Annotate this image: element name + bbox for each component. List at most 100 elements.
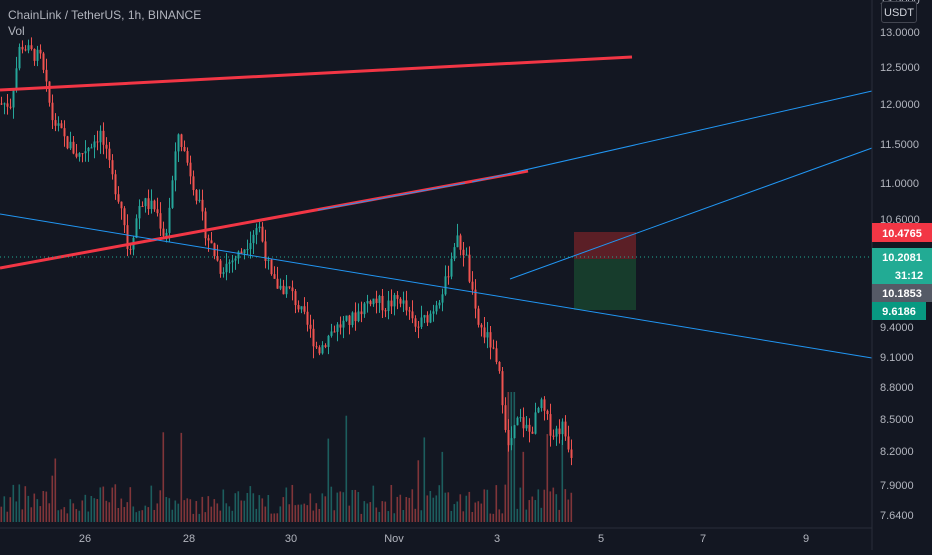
volume-bar [465,495,468,522]
volume-bar [384,501,387,522]
blue-descending-line[interactable] [0,213,873,359]
volume-bar [558,509,561,522]
volume-bar [462,511,465,522]
time-tick: Nov [384,533,404,545]
candle-body [207,238,210,241]
volume-bar [195,501,198,522]
time-axis[interactable]: 26 28 30 Nov 3 5 7 9 [79,533,809,545]
candle-body [135,218,138,238]
candle-body [156,209,159,214]
stop-loss-price: 10.4765 [882,228,922,240]
candle-body [186,151,189,163]
candle-body [477,308,480,325]
candle-body [24,49,27,51]
volume-bar [516,508,519,522]
volume-bar [441,451,444,522]
take-profit-zone[interactable] [574,259,636,310]
volume-bar [510,392,513,522]
volume-bar [483,489,486,522]
volume-bar [336,492,339,522]
volume-bar [351,490,354,522]
candle-body [27,45,30,51]
currency-button[interactable]: USDT [881,1,917,23]
volume-bar [207,496,210,522]
candle-body [348,315,351,325]
candle-body [543,399,546,411]
entry-price: 10.1853 [882,288,922,300]
volume-bar [267,494,270,522]
candle-body [549,414,552,436]
candle-body [183,146,186,152]
volume-bar [171,509,174,522]
blue-channel-upper[interactable] [471,90,873,183]
volume-bar [327,438,330,522]
candle-body [270,259,273,275]
volume-bar [120,498,123,522]
candle-body [177,134,180,152]
candle-body [501,371,504,406]
candle-body [54,120,57,126]
candle-body [531,431,534,434]
volume-bar [432,497,435,522]
volume-bar [162,432,165,522]
volume-bar [528,500,531,522]
volume-bar [99,487,102,522]
volume-bar [339,491,342,522]
candle-body [495,348,498,362]
volume-bar [51,475,54,522]
candle-body [516,417,519,426]
blue-channel-lower[interactable] [509,147,873,280]
volume-bar [150,485,153,522]
volume-bar [435,495,438,522]
candle-body [102,130,105,145]
volume-bar [249,486,252,522]
candle-body [261,226,264,242]
candle-body [333,331,336,333]
volume-bar [21,509,24,522]
volume-bar [318,508,321,522]
volume-bar [552,487,555,522]
volume-bar [303,503,306,522]
time-tick: 28 [183,533,195,545]
candle-body [435,305,438,312]
price-tick: 7.6400 [880,510,914,522]
volume-bar [360,513,363,522]
candle-body [138,206,141,219]
time-tick: 30 [285,533,297,545]
volume-bar [525,509,528,522]
volume-bar [480,503,483,522]
candle-body [504,405,507,430]
candle-body [507,429,510,446]
blue-support-line[interactable] [317,182,466,211]
candle-body [228,262,231,264]
volume-bar [495,485,498,522]
take-profit-badge: 9.6186 [872,302,926,320]
volume-bar [264,506,267,522]
volume-bar [36,499,39,522]
red-trendline-upper[interactable] [0,55,633,92]
candle-body [351,312,354,325]
candle-body [93,141,96,148]
volume-bar [543,489,546,522]
volume-bar [108,502,111,522]
volume-bar [477,501,480,522]
candle-body [171,180,174,208]
volume-bar [501,513,504,522]
stop-loss-zone[interactable] [574,232,636,259]
candle-body [30,45,33,49]
volume-bar [423,437,426,522]
candle-body [408,310,411,312]
volume-bar [0,506,3,522]
volume-bar [387,511,390,522]
candle-body [366,301,369,304]
candle-body [321,345,324,354]
candle-body [303,306,306,312]
candle-body [456,235,459,248]
candle-body [300,306,303,310]
candle-countdown: 31:12 [895,270,923,282]
volume-bar [147,507,150,522]
volume-bar [252,493,255,522]
time-tick: 3 [494,533,500,545]
